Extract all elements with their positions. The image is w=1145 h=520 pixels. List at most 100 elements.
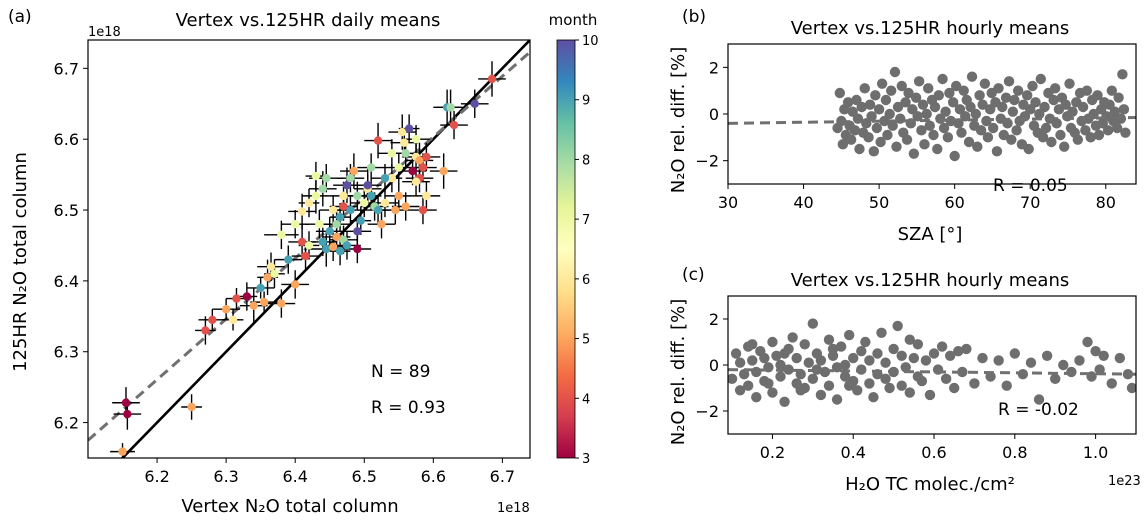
panel-c-data-point — [1107, 378, 1117, 388]
panel-a-data-point — [319, 185, 327, 193]
panel-c-data-point — [767, 337, 777, 347]
panel-b-data-point — [919, 139, 929, 149]
panel-b-data-point — [930, 102, 940, 112]
panel-a-data-point — [201, 326, 209, 334]
panel-a-data-point — [439, 167, 447, 175]
panel-a-data-point — [291, 280, 299, 288]
panel-c-data-point — [913, 339, 923, 349]
panel-b-data-point — [943, 132, 953, 142]
panel-b-data-point — [1046, 137, 1056, 147]
colorbar-tick-label: 10 — [582, 34, 599, 49]
panel-a-y-label: 125HR N₂O total column — [10, 152, 31, 372]
panel-a-data-point — [222, 305, 230, 313]
panel-b-data-point — [865, 99, 875, 109]
panel-a-data-point — [305, 241, 313, 249]
panel-c-x-tick-label: 0.8 — [1002, 443, 1027, 462]
panel-a-data-point — [400, 139, 408, 147]
panel-c: (c) Vertex vs.125HR hourly means H₂O TC … — [668, 265, 1141, 495]
panel-a-data-point — [446, 103, 454, 111]
panel-a-data-point — [232, 294, 240, 302]
panel-c-data-point — [796, 385, 806, 395]
panel-c-data-point — [775, 371, 785, 381]
panel-b-data-point — [1064, 78, 1074, 88]
panel-c-data-point — [751, 367, 761, 377]
panel-b-data-point — [1119, 104, 1129, 114]
panel-a-data-point — [343, 241, 351, 249]
colorbar-label: month — [549, 11, 598, 29]
panel-c-data-point — [848, 353, 858, 363]
panel-c-data-point — [1002, 381, 1012, 391]
panel-c-data-point — [872, 348, 882, 358]
panel-c-data-point — [844, 330, 854, 340]
panel-c-data-point — [1026, 358, 1036, 368]
panel-b-data-point — [983, 132, 993, 142]
panel-c-data-point — [1066, 367, 1076, 377]
panel-a-data-point — [250, 301, 258, 309]
panel-c-data-point — [816, 355, 826, 365]
colorbar-tick-label: 9 — [582, 94, 590, 109]
panel-b-data-point — [949, 151, 959, 161]
panel-c-data-point — [1082, 337, 1092, 347]
panel-b-data-point — [1027, 81, 1037, 91]
panel-b-x-tick-label: 30 — [718, 193, 738, 212]
panel-a-data-point — [353, 245, 361, 253]
panel-a-data-point — [391, 206, 399, 214]
panel-c-data-point — [763, 378, 773, 388]
panel-b-data-point — [891, 141, 901, 151]
panel-a-data-point — [353, 227, 361, 235]
panel-b-data-point — [835, 88, 845, 98]
panel-c-data-point — [864, 378, 874, 388]
panel-b-x-tick-label: 80 — [1096, 193, 1116, 212]
panel-a-data-point — [187, 403, 195, 411]
panel-a-data-point — [123, 410, 131, 418]
panel-c-data-point — [1074, 355, 1084, 365]
panel-c-data-point — [800, 339, 810, 349]
panel-a-y-tick-label: 6.3 — [54, 343, 79, 362]
panel-a-data-point — [267, 263, 275, 271]
panel-a-x-tick-label: 6.2 — [144, 467, 169, 486]
panel-c-data-point — [949, 383, 959, 393]
panel-c-data-point — [1042, 351, 1052, 361]
panel-a-data-point — [388, 149, 396, 157]
panel-a-y-offset: 1e18 — [88, 25, 121, 40]
panel-b: (b) Vertex vs.125HR hourly means SZA [°]… — [668, 7, 1136, 245]
colorbar-tick-label: 7 — [582, 213, 590, 228]
panel-a-data-point — [284, 255, 292, 263]
panel-b-data-point — [922, 109, 932, 119]
panel-b-data-point — [967, 71, 977, 81]
panel-b-data-point — [956, 127, 966, 137]
panel-b-data-point — [1013, 85, 1023, 95]
panel-b-data-point — [940, 106, 950, 116]
panel-b-data-point — [869, 146, 879, 156]
panel-c-data-point — [1058, 360, 1068, 370]
panel-b-data-point — [909, 148, 919, 158]
panel-b-data-point — [1117, 69, 1127, 79]
panel-c-data-point — [937, 341, 947, 351]
panel-a-data-point — [367, 163, 375, 171]
panel-a-data-point — [118, 447, 126, 455]
panel-c-data-point — [860, 337, 870, 347]
panel-b-data-point — [1039, 102, 1049, 112]
panel-c-title: Vertex vs.125HR hourly means — [791, 270, 1069, 291]
panel-b-x-label: SZA [°] — [898, 224, 963, 245]
panel-b-data-point — [980, 78, 990, 88]
panel-a-data-point — [422, 153, 430, 161]
panel-b-data-point — [854, 144, 864, 154]
panel-a-y-tick-label: 6.6 — [54, 130, 79, 149]
panel-b-data-point — [890, 67, 900, 77]
panel-a-data-point — [471, 100, 479, 108]
panel-c-data-point — [993, 355, 1003, 365]
panel-c-x-tick-label: 0.2 — [760, 443, 785, 462]
panel-c-data-point — [759, 353, 769, 363]
panel-b-data-point — [918, 99, 928, 109]
panel-a-data-point — [353, 192, 361, 200]
panel-b-data-point — [923, 83, 933, 93]
panel-a-data-point — [291, 220, 299, 228]
colorbar: month 345678910 — [549, 11, 599, 467]
panel-c-data-point — [880, 374, 890, 384]
panel-a-data-point — [346, 206, 354, 214]
panel-a-x-tick-label: 6.3 — [213, 467, 238, 486]
panel-a-r-annotation: R = 0.93 — [371, 398, 446, 418]
panel-c-data-point — [1010, 348, 1020, 358]
panel-c-data-point — [864, 355, 874, 365]
